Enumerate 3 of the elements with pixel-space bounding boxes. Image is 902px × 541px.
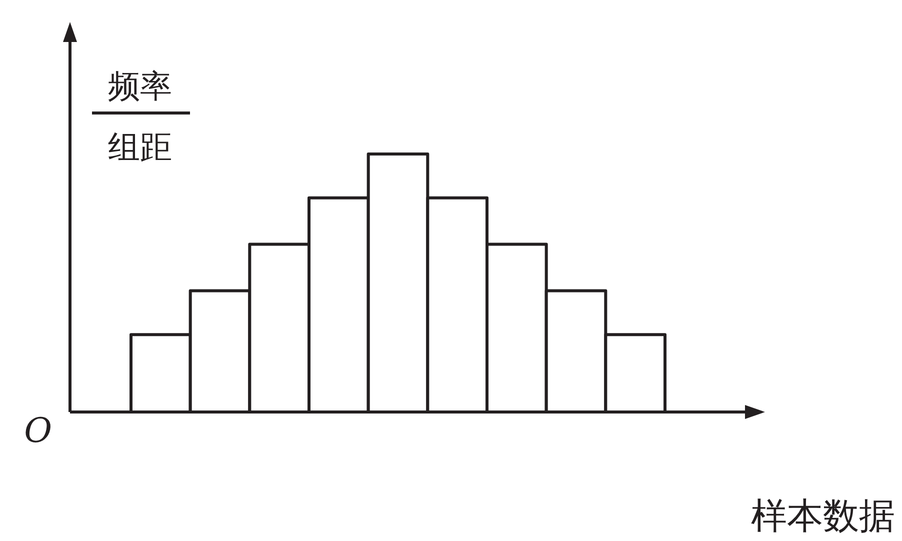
x-axis-title: 样本数据 [751,496,895,537]
text: O [24,411,52,451]
y-axis-title: 频率组距 [108,67,172,166]
